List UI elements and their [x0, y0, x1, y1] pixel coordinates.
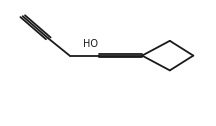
Text: HO: HO [83, 39, 98, 49]
